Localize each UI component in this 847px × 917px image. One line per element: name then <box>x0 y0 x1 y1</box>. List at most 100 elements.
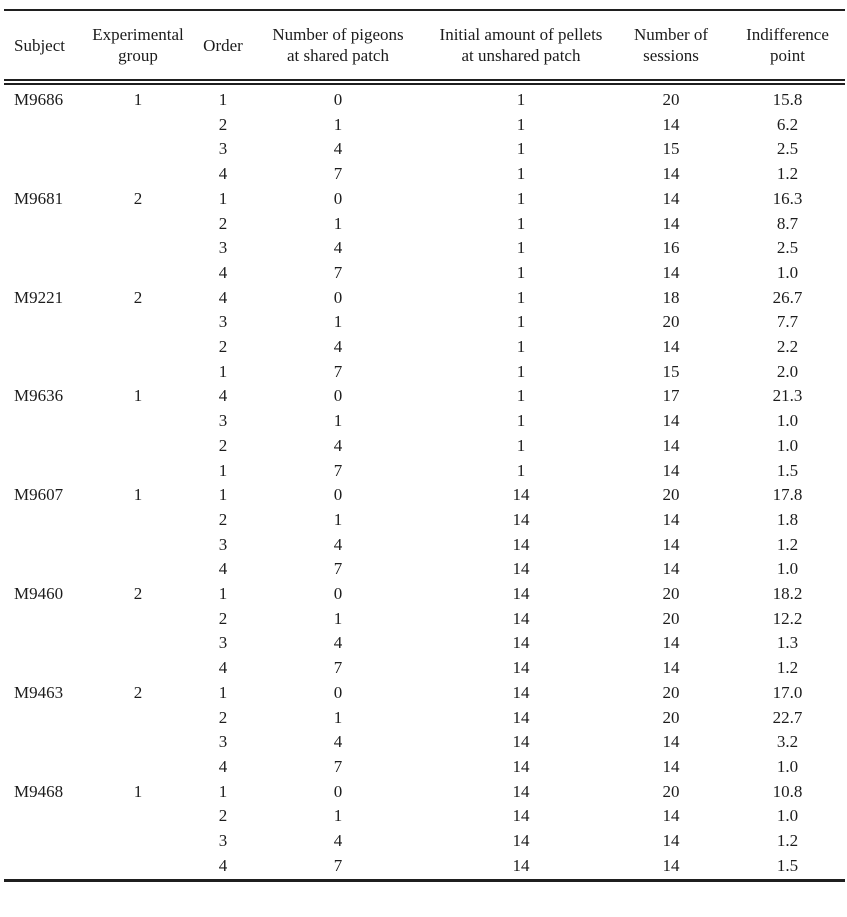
table-cell <box>76 434 200 459</box>
table-cell: 7 <box>333 164 343 184</box>
table-cell: 26.7 <box>772 287 803 307</box>
table-cell: 2 <box>218 213 228 233</box>
table-cell: 14 <box>662 114 680 134</box>
table-cell: 4 <box>333 732 343 752</box>
table-cell: 2.2 <box>776 337 799 357</box>
table-cell: 1 <box>333 707 343 727</box>
table-cell <box>76 212 200 237</box>
subject-cell: M9468 <box>14 781 64 801</box>
table-cell: 1 <box>333 806 343 826</box>
table-cell <box>76 829 200 854</box>
table-cell: 20 <box>662 707 680 727</box>
table-cell <box>76 854 200 880</box>
table-cell: 10.8 <box>772 781 803 801</box>
table-cell: 14 <box>512 559 530 579</box>
table-cell: 1 <box>333 608 343 628</box>
table-cell: 0 <box>333 485 343 505</box>
table-cell: 14 <box>662 435 680 455</box>
table-row: M9468 1 1 0 14 20 10.8 <box>4 780 845 805</box>
header-line: Number of pigeons <box>272 25 404 44</box>
table-cell: 1 <box>516 114 526 134</box>
table-cell <box>76 557 200 582</box>
table-cell: 14 <box>662 262 680 282</box>
table-cell: 7 <box>333 262 343 282</box>
table-cell: 1 <box>333 509 343 529</box>
table-cell: 14 <box>662 213 680 233</box>
table-cell: 17.8 <box>772 485 803 505</box>
table-row: 4 7 14 14 1.0 <box>4 755 845 780</box>
table-row: M9681 2 1 0 1 14 16.3 <box>4 187 845 212</box>
table-cell: 1 <box>516 312 526 332</box>
table-cell: 14 <box>512 732 530 752</box>
table-cell: 20 <box>662 608 680 628</box>
table-cell: 1.0 <box>776 262 799 282</box>
subject-cell <box>4 137 76 162</box>
table-cell <box>76 804 200 829</box>
table-cell: 1.3 <box>776 633 799 653</box>
table-cell: 4 <box>333 337 343 357</box>
table-cell: 14 <box>512 485 530 505</box>
table-row: 4 7 14 14 1.5 <box>4 854 845 880</box>
table-cell: 1 <box>218 682 228 702</box>
table-cell: 7 <box>333 756 343 776</box>
header-line: group <box>118 46 158 65</box>
subject-cell <box>4 656 76 681</box>
table-cell: 14 <box>512 682 530 702</box>
table-cell: 2 <box>218 114 228 134</box>
table-cell: 4 <box>333 435 343 455</box>
table-cell: 6.2 <box>776 114 799 134</box>
table-cell <box>76 409 200 434</box>
subject-cell: M9636 <box>14 386 64 406</box>
table-cell: 1.5 <box>776 460 799 480</box>
table-cell: 3 <box>218 238 228 258</box>
subject-cell <box>4 829 76 854</box>
table-row: 2 1 14 20 12.2 <box>4 607 845 632</box>
table-row: 2 1 1 14 6.2 <box>4 113 845 138</box>
table-cell: 1 <box>218 485 228 505</box>
table-cell <box>76 236 200 261</box>
table-row: 2 1 1 14 8.7 <box>4 212 845 237</box>
subject-cell <box>4 360 76 385</box>
table-cell: 0 <box>333 682 343 702</box>
table-cell: 1 <box>516 90 526 109</box>
table-cell: 20 <box>662 584 680 604</box>
table-cell: 4 <box>333 238 343 258</box>
table-cell: 0 <box>333 287 343 307</box>
table-cell: 4 <box>218 855 228 875</box>
column-header-indifference-point: Indifference point <box>730 10 845 85</box>
subjects-data-table: Subject Experimental group Order Number … <box>4 9 845 882</box>
subject-cell <box>4 162 76 187</box>
table-cell: 14 <box>512 658 530 678</box>
table-cell: 15.8 <box>772 90 803 109</box>
table-cell: 2 <box>133 188 143 208</box>
subject-cell <box>4 409 76 434</box>
table-cell: 1 <box>516 361 526 381</box>
table-cell <box>76 113 200 138</box>
table-row: 2 1 14 20 22.7 <box>4 706 845 731</box>
table-cell: 1.2 <box>776 658 799 678</box>
table-cell: 1 <box>333 114 343 134</box>
column-header-sessions: Number of sessions <box>612 10 730 85</box>
table-row: 3 4 14 14 1.3 <box>4 631 845 656</box>
subject-cell <box>4 508 76 533</box>
table-cell: 22.7 <box>772 707 803 727</box>
table-row: 3 4 14 14 3.2 <box>4 730 845 755</box>
table-cell: 14 <box>662 559 680 579</box>
table-cell: 1.0 <box>776 435 799 455</box>
table-row: M9636 1 4 0 1 17 21.3 <box>4 384 845 409</box>
table-cell: 20 <box>662 781 680 801</box>
table-cell: 0 <box>333 386 343 406</box>
table-row: 2 4 1 14 2.2 <box>4 335 845 360</box>
table-row: M9221 2 4 0 1 18 26.7 <box>4 286 845 311</box>
table-cell <box>76 730 200 755</box>
subject-cell <box>4 113 76 138</box>
table-cell: 4 <box>333 139 343 159</box>
table-row: 3 1 1 20 7.7 <box>4 310 845 335</box>
subject-cell <box>4 557 76 582</box>
table-cell: 17.0 <box>772 682 803 702</box>
table-cell: 4 <box>218 658 228 678</box>
table-cell: 14 <box>512 707 530 727</box>
table-cell: 3.2 <box>776 732 799 752</box>
subject-cell <box>4 459 76 484</box>
table-cell <box>76 706 200 731</box>
